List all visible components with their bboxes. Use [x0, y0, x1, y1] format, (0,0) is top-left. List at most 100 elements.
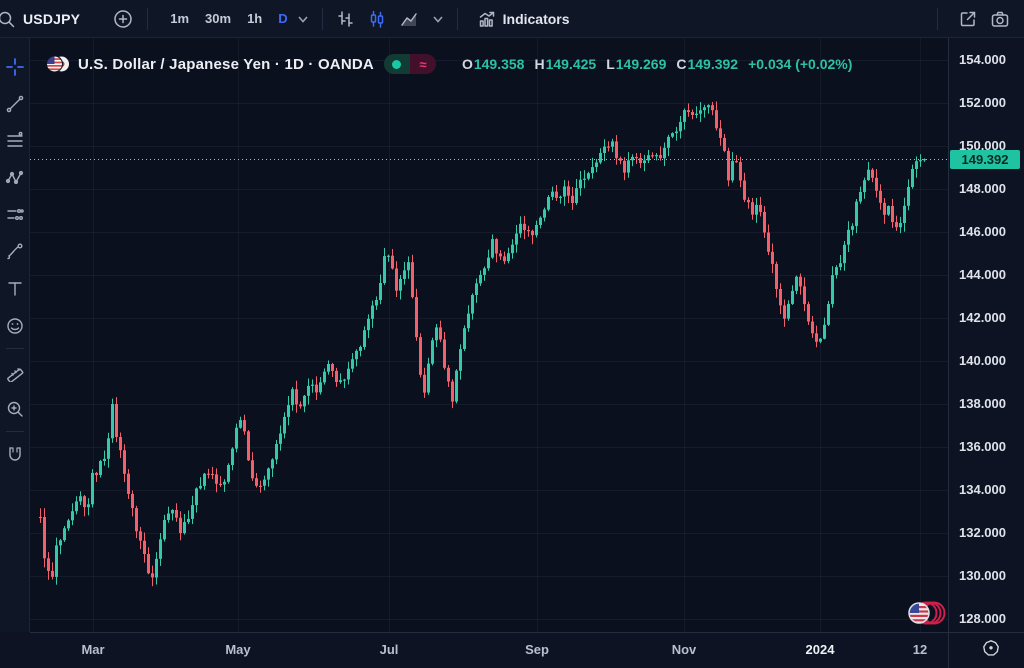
- h-gridline: [30, 447, 948, 448]
- trend-line-tool[interactable]: [2, 85, 28, 122]
- market-open-dot-icon: [383, 54, 410, 74]
- last-price-tag: 149.392: [950, 150, 1020, 169]
- timezone-settings-gear-icon[interactable]: [982, 639, 1000, 657]
- price-tick-label: 146.000: [959, 224, 1006, 239]
- indicators-label: Indicators: [502, 10, 570, 27]
- toolbar-separator: [937, 7, 938, 30]
- price-tick-label: 130.000: [959, 568, 1006, 583]
- delayed-data-icon: ≈: [409, 54, 436, 74]
- emoji-tool[interactable]: [2, 307, 28, 344]
- magnet-tool[interactable]: [2, 436, 28, 473]
- fib-retracement-tool[interactable]: [2, 122, 28, 159]
- top-toolbar: USDJPY 1m 30m 1h D Indicator: [0, 0, 1024, 38]
- high-label: H: [534, 56, 545, 72]
- ohlc-values: O 149.358 H 149.425 L 149.269 C 149.392 +0.0…: [452, 56, 852, 72]
- h-gridline: [30, 189, 948, 190]
- price-tick-label: 144.000: [959, 267, 1006, 282]
- open-value: 149.358: [473, 56, 525, 72]
- chart-plot[interactable]: [30, 38, 948, 632]
- h-gridline: [30, 576, 948, 577]
- time-axis[interactable]: Mar May Jul Sep Nov 2024 12: [30, 632, 1024, 668]
- toolbar-separator: [147, 7, 149, 30]
- zoom-in-tool[interactable]: [2, 390, 28, 427]
- price-tick-label: 138.000: [959, 396, 1006, 411]
- price-tick-label: 140.000: [959, 353, 1006, 368]
- chevron-down-icon[interactable]: [431, 12, 445, 26]
- external-link-icon[interactable]: [958, 9, 978, 29]
- symbol-button[interactable]: USDJPY: [16, 4, 87, 34]
- zoom-in-icon: [7, 401, 23, 417]
- brush-icon: [6, 243, 22, 259]
- rail-divider: [5, 348, 24, 349]
- camera-icon[interactable]: [990, 9, 1010, 29]
- h-gridline: [30, 275, 948, 276]
- forecast-tool[interactable]: [2, 196, 28, 233]
- v-gridline: [238, 38, 239, 632]
- crosshair-icon: [5, 57, 24, 76]
- symbol-label: USDJPY: [23, 10, 81, 27]
- h-gridline: [30, 361, 948, 362]
- indicators-icon: [479, 11, 494, 27]
- time-tick-label: Jul: [379, 642, 399, 657]
- interval-30m[interactable]: 30m: [205, 11, 232, 26]
- h-gridline: [30, 232, 948, 233]
- price-tick-label: 128.000: [959, 611, 1006, 626]
- chevron-down-icon[interactable]: [296, 12, 310, 26]
- interval-1h[interactable]: 1h: [247, 11, 263, 26]
- price-axis-border: [948, 38, 949, 668]
- pair-flags-icon: [46, 55, 69, 73]
- h-gridline: [30, 533, 948, 534]
- toolbar-separator: [456, 7, 458, 30]
- brush-tool[interactable]: [2, 233, 28, 270]
- drawing-toolbar: [0, 38, 30, 632]
- ruler-icon: [6, 367, 23, 382]
- market-status-pill[interactable]: ≈: [383, 54, 436, 74]
- price-tick-label: 132.000: [959, 525, 1006, 540]
- time-tick-label: Mar: [81, 642, 105, 657]
- indicators-button[interactable]: Indicators: [470, 4, 577, 34]
- h-gridline: [30, 404, 948, 405]
- toolbar-separator: [321, 7, 323, 30]
- pair-logo-watermark: [908, 601, 946, 625]
- chart-area-icon[interactable]: [399, 9, 419, 29]
- price-tick-label: 154.000: [959, 52, 1006, 67]
- xabcd-pattern-icon: [5, 170, 23, 184]
- chart-bars-icon[interactable]: [335, 9, 355, 29]
- interval-1d[interactable]: D: [278, 11, 288, 26]
- compare-add-icon[interactable]: [113, 9, 133, 29]
- magnet-icon: [8, 446, 21, 461]
- time-tick-label: 12: [912, 642, 928, 657]
- trend-line-icon: [6, 95, 23, 112]
- last-price-line: [30, 159, 948, 160]
- price-tick-label: 136.000: [959, 439, 1006, 454]
- price-tick-label: 134.000: [959, 482, 1006, 497]
- price-axis[interactable]: 154.000 152.000 150.000 148.000 146.000 144.0…: [949, 38, 1024, 632]
- h-gridline: [30, 60, 948, 61]
- rail-divider: [5, 431, 24, 432]
- h-gridline: [30, 146, 948, 147]
- low-label: L: [606, 56, 615, 72]
- price-tick-label: 148.000: [959, 181, 1006, 196]
- change-value: +0.034 (+0.02%): [748, 56, 853, 72]
- measure-tool[interactable]: [2, 353, 28, 390]
- chart-legend[interactable]: U.S. Dollar / Japanese Yen · 1D · OANDA …: [46, 54, 852, 74]
- close-value: 149.392: [687, 56, 739, 72]
- price-tick-label: 150.000: [959, 138, 1006, 153]
- v-gridline: [820, 38, 821, 632]
- open-label: O: [461, 56, 473, 72]
- h-gridline: [30, 490, 948, 491]
- interval-1m[interactable]: 1m: [170, 11, 190, 26]
- time-tick-label: Nov: [671, 642, 697, 657]
- search-icon[interactable]: [0, 9, 16, 29]
- price-tick-label: 152.000: [959, 95, 1006, 110]
- crosshair-tool[interactable]: [2, 48, 28, 85]
- time-tick-label: Sep: [525, 642, 549, 657]
- xabcd-pattern-tool[interactable]: [2, 159, 28, 196]
- v-gridline: [93, 38, 94, 632]
- chart-candles-icon[interactable]: [367, 9, 387, 29]
- candlestick-series: [39, 101, 926, 587]
- close-label: C: [676, 56, 687, 72]
- legend-title: U.S. Dollar / Japanese Yen · 1D · OANDA: [78, 55, 374, 73]
- text-tool[interactable]: [2, 270, 28, 307]
- high-value: 149.425: [545, 56, 597, 72]
